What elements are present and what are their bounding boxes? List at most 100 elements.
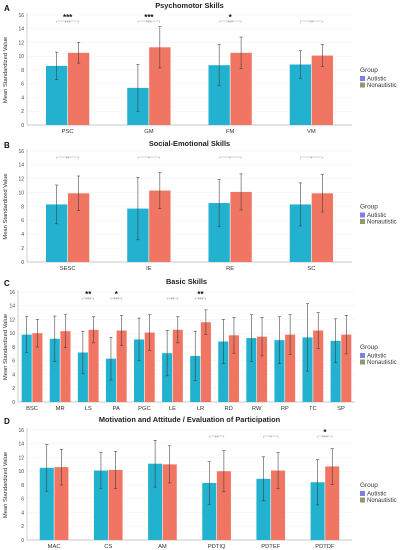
y-tick-label: 12 (9, 317, 15, 323)
y-tick-label: 12 (18, 40, 24, 46)
bar-autistic (21, 334, 32, 402)
bar-autistic (246, 338, 257, 402)
legend-label: Autistic (367, 491, 386, 497)
bar-nonautistic (230, 191, 252, 262)
significance-bracket (194, 297, 207, 300)
bar-nonautistic (54, 467, 69, 540)
y-tick-label: 2 (21, 524, 24, 530)
bar-nonautistic (257, 336, 268, 402)
panel-letter: D (4, 417, 10, 426)
y-tick-label: 10 (18, 54, 24, 60)
significance-subscript: *** (198, 298, 204, 304)
significance-subscript: *** (65, 21, 71, 27)
y-tick-label: 6 (21, 218, 24, 224)
bar-nonautistic (67, 52, 90, 125)
significance-subscript: *** (85, 298, 91, 304)
bar-nonautistic (149, 47, 171, 125)
y-tick-label: 16 (18, 149, 24, 155)
y-tick-label: 2 (21, 109, 24, 115)
y-tick-label: 10 (9, 331, 15, 337)
y-tick-label: 8 (21, 483, 24, 489)
legend-swatch (360, 359, 365, 365)
x-tick-label: IE (146, 266, 152, 272)
bar-autistic (274, 340, 285, 402)
y-tick-label: 12 (18, 177, 24, 183)
y-axis-label: Mean Standardized Value (3, 37, 9, 103)
significance-bracket (317, 435, 333, 438)
bar-autistic (162, 353, 173, 402)
panel-c: C Basic Skills Mean Standardized Value 0 2 4 6… (3, 277, 397, 412)
x-tick-label: SP (337, 406, 345, 412)
bar-autistic (208, 65, 230, 125)
x-tick-label: SC (307, 266, 315, 272)
y-tick-label: 0 (12, 400, 15, 406)
panel-title: Motivation and Attitude / Evaluation of … (99, 415, 281, 424)
y-tick-label: 0 (21, 260, 24, 266)
bar-autistic (49, 338, 60, 402)
significance-bracket (82, 297, 94, 300)
y-tick-label: 12 (18, 455, 24, 461)
significance-bracket (209, 435, 225, 438)
significance-bracket (56, 156, 79, 159)
x-tick-label: RW (252, 406, 262, 412)
bar-autistic (202, 482, 217, 540)
panel-letter: C (4, 279, 10, 288)
legend-label: Autistic (367, 76, 386, 82)
y-tick-label: 8 (12, 345, 15, 351)
significance-marker: ** (85, 290, 92, 299)
bar-nonautistic (271, 470, 286, 540)
bar-autistic (310, 482, 325, 540)
bar-autistic (289, 204, 312, 262)
bar-autistic (105, 358, 116, 402)
bar-nonautistic (285, 334, 296, 402)
significance-bracket (300, 20, 323, 23)
bar-nonautistic (67, 193, 90, 262)
bar-nonautistic (200, 322, 211, 402)
panel-title: Social-Emotional Skills (149, 139, 230, 148)
bar-nonautistic (88, 329, 99, 402)
bar-autistic (39, 467, 54, 540)
significance-subscript: *** (322, 436, 328, 442)
bar-autistic (45, 204, 68, 262)
significance-bracket (56, 20, 79, 23)
significance-bracket (300, 156, 323, 159)
significance-marker: *** (144, 13, 154, 22)
x-tick-label: LS (85, 406, 92, 412)
bar-autistic (208, 203, 230, 262)
significance-marker: *** (63, 13, 73, 22)
x-tick-label: MAC (48, 544, 61, 550)
bar-nonautistic (313, 330, 324, 402)
bar-nonautistic (162, 464, 177, 540)
x-tick-label: PGC (138, 406, 151, 412)
bar-autistic (134, 339, 145, 402)
bar-nonautistic (149, 190, 171, 262)
significance-subscript: *** (146, 21, 152, 27)
legend-label: Nonautistic (367, 83, 397, 89)
bar-nonautistic (116, 330, 127, 402)
y-tick-label: 14 (18, 27, 24, 33)
y-tick-label: 14 (18, 442, 24, 448)
significance-subscript: * (229, 157, 231, 163)
x-tick-label: RE (226, 266, 234, 272)
y-tick-label: 8 (21, 204, 24, 210)
bar-autistic (77, 352, 88, 402)
bar-nonautistic (216, 471, 231, 540)
y-axis-label: Mean Standardized Value (3, 452, 9, 518)
significance-subscript: * (148, 157, 150, 163)
y-tick-label: 0 (21, 123, 24, 129)
significance-subscript: ** (66, 157, 70, 163)
y-tick-label: 8 (21, 68, 24, 74)
y-tick-label: 6 (21, 497, 24, 503)
bar-nonautistic (108, 469, 123, 540)
x-tick-label: LR (197, 406, 204, 412)
panel-title: Psychomotor Skills (155, 1, 224, 10)
x-tick-label: PA (113, 406, 120, 412)
legend-swatch (360, 82, 365, 88)
y-tick-label: 4 (21, 510, 24, 516)
significance-bracket (137, 20, 161, 23)
legend-swatch (360, 212, 365, 218)
panel-letter: A (4, 4, 10, 13)
panel-a: A Psychomotor Skills Mean Standardized Val… (3, 1, 397, 135)
bar-nonautistic (32, 333, 43, 402)
x-tick-label: TC (309, 406, 317, 412)
